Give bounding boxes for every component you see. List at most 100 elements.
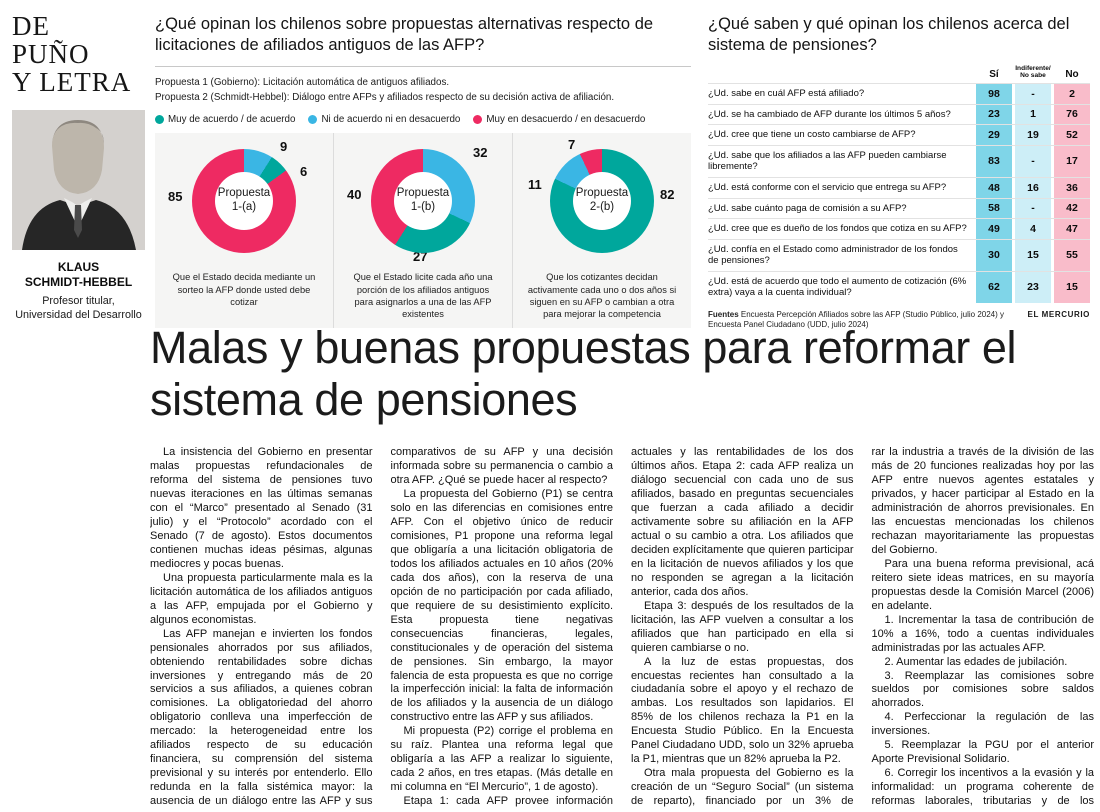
table-row: ¿Ud. cree que tiene un costo cambiarse d… — [708, 124, 1090, 145]
donut-value-neutral: 11 — [528, 177, 542, 193]
table-question: ¿Ud. está de acuerdo que todo el aumento… — [708, 275, 967, 299]
sources-row: Fuentes Encuesta Percepción Afiliados so… — [708, 310, 1090, 331]
legend-label: Muy de acuerdo / de acuerdo — [168, 114, 296, 126]
donut-chart-propuesta-1b: Propuesta 1-(b) — [371, 149, 475, 254]
table-value-si: 48 — [976, 177, 1012, 198]
masthead-line: Y LETRA — [12, 67, 132, 98]
table-question: ¿Ud. sabe cuánto paga de comisión a su A… — [708, 202, 907, 214]
paragraph: rar la industria a través de la división… — [871, 446, 1095, 556]
table-value-mid: 15 — [1015, 239, 1051, 271]
table-row: ¿Ud. está de acuerdo que todo el aumento… — [708, 270, 1090, 303]
donut-wrap: 82 11 7 Propuesta 2-(b) — [526, 137, 678, 265]
paragraph: 3. Reemplazar las comisiones sobre sueld… — [871, 669, 1095, 710]
legend-label: Ni de acuerdo ni en desacuerdo — [321, 114, 461, 126]
table-header-no: No — [1065, 69, 1079, 81]
paragraph: 1. Incrementar la tasa de contribución d… — [871, 613, 1095, 654]
column-masthead: DE PUÑO Y LETRA — [12, 12, 145, 96]
paragraph: La propuesta del Gobierno (P1) se centra… — [390, 487, 614, 724]
table-question: ¿Ud. cree que es dueño de los fondos que… — [708, 223, 967, 235]
legend-dot-neutral-icon — [308, 115, 318, 125]
donut-value-neutral: 9 — [280, 139, 288, 155]
table-value-mid: - — [1015, 84, 1051, 104]
paragraph: comparativos de su AFP y una decisión in… — [390, 446, 614, 486]
legend-item-neutral: Ni de acuerdo ni en desacuerdo — [308, 114, 460, 125]
table-row: ¿Ud. sabe en cuál AFP está afiliado? 98 … — [708, 83, 1090, 104]
author-first-name: KLAUS — [57, 260, 100, 275]
donut-center-label: Propuesta 1-(a) — [217, 187, 271, 214]
table-value-no: 76 — [1054, 104, 1090, 125]
donut-caption: Que el Estado licite cada año una porció… — [353, 272, 493, 320]
table-header-si: Sí — [989, 69, 999, 81]
paragraph: A la luz de estas propuestas, dos encues… — [631, 655, 854, 766]
paragraph: 4. Perfeccionar la regulación de las inv… — [871, 711, 1095, 738]
sources-note: Fuentes Encuesta Percepción Afiliados so… — [708, 310, 1008, 331]
donut-wrap: 32 27 40 Propuesta 1-(b) — [347, 141, 499, 265]
table-question: ¿Ud. se ha cambiado de AFP durante los ú… — [708, 108, 951, 120]
table-value-no: 15 — [1054, 271, 1090, 303]
table-row: ¿Ud. se ha cambiado de AFP durante los ú… — [708, 103, 1090, 125]
paragraph: 2. Aumentar las edades de jubilación. — [884, 655, 1068, 668]
donut-value-neutral: 32 — [473, 145, 488, 161]
paragraph: Mi propuesta (P2) corrige el problema en… — [390, 725, 614, 794]
donut-caption: Que los cotizantes decidan activamente c… — [527, 272, 677, 320]
masthead-line: PUÑO — [12, 39, 90, 70]
donut-chart-propuesta-2b: Propuesta 2-(b) — [550, 149, 654, 254]
table-value-si: 58 — [976, 198, 1012, 219]
table-question: ¿Ud. está conforme con el servicio que e… — [708, 181, 947, 193]
author-title: Profesor titular, Universidad del Desarr… — [12, 294, 145, 322]
table-value-no: 2 — [1054, 84, 1090, 104]
column-sidebar: DE PUÑO Y LETRA KLAUS SCHMIDT-HEBBEL Pro… — [12, 12, 145, 322]
table-question: ¿Ud. sabe que los afiliados a las AFP pu… — [708, 149, 947, 173]
sources-text: Encuesta Percepción Afiliados sobre las … — [708, 309, 1005, 330]
table-value-si: 49 — [976, 219, 1012, 239]
paragraph: Otra mala propuesta del Gobierno es la c… — [631, 767, 854, 808]
author-title-line: Profesor titular, — [42, 295, 115, 308]
donut-chart-propuesta-1a: Propuesta 1-(a) — [192, 149, 296, 254]
table-header-row: Sí Indiferente/ No sabe No — [708, 65, 1090, 83]
donut-value-disagree: 85 — [168, 189, 183, 205]
paragraph: Para una buena reforma previsional, acá … — [871, 557, 1095, 612]
paragraph: Etapa 3: después de los resultados de la… — [631, 599, 854, 654]
donut-center-label: Propuesta 1-(b) — [396, 187, 450, 214]
table-value-si: 29 — [976, 125, 1012, 145]
donut-value-agree: 27 — [413, 249, 428, 265]
table-value-mid: - — [1015, 198, 1051, 219]
table-value-si: 23 — [976, 104, 1012, 125]
survey-section-title: ¿Qué saben y qué opinan los chilenos ace… — [708, 15, 1070, 55]
article-headline: Malas y buenas propuestas para reformar … — [150, 322, 1017, 426]
table-value-mid: - — [1015, 145, 1051, 177]
article-body: La insistencia del Gobierno en presentar… — [150, 446, 1094, 808]
donut-wrap: 9 6 85 Propuesta 1-(a) — [168, 139, 320, 265]
table-question: ¿Ud. sabe en cuál AFP está afiliado? — [708, 88, 865, 100]
table-value-si: 62 — [976, 271, 1012, 303]
article-column-3: actuales y las rentabilidades de los dos… — [631, 446, 854, 808]
author-name: KLAUS SCHMIDT-HEBBEL — [12, 260, 145, 290]
table-value-mid: 23 — [1015, 271, 1051, 303]
table-value-mid: 16 — [1015, 177, 1051, 198]
donut-value-disagree: 40 — [347, 187, 362, 203]
table-value-no: 42 — [1054, 198, 1090, 219]
article-column-2: comparativos de su AFP y una decisión in… — [391, 446, 614, 808]
paragraph: actuales y las rentabilidades de los dos… — [631, 446, 854, 598]
table-header-indiferente: Indiferente/ No sabe — [1015, 64, 1051, 80]
table-value-mid: 4 — [1015, 219, 1051, 239]
author-title-line: Universidad del Desarrollo — [15, 309, 142, 322]
legend-item-disagree: Muy en desacuerdo / en desacuerdo — [473, 114, 645, 125]
article-column-4: rar la industria a través de la división… — [872, 446, 1095, 808]
divider — [155, 65, 691, 67]
chart-legend: Muy de acuerdo / de acuerdo Ni de acuerd… — [155, 114, 691, 125]
table-row: ¿Ud. cree que es dueño de los fondos que… — [708, 218, 1090, 239]
proposal-1-definition: Propuesta 1 (Gobierno): Licitación autom… — [155, 76, 450, 88]
opinion-charts-section: ¿Qué opinan los chilenos sobre propuesta… — [155, 14, 691, 329]
survey-table-section: ¿Qué saben y qué opinan los chilenos ace… — [708, 14, 1090, 331]
legend-dot-disagree-icon — [473, 115, 483, 125]
table-row: ¿Ud. sabe cuánto paga de comisión a su A… — [708, 197, 1090, 219]
sources-label: Fuentes — [708, 309, 739, 319]
donut-value-agree: 6 — [300, 164, 308, 180]
legend-dot-agree-icon — [155, 115, 164, 125]
proposal-definitions: Propuesta 1 (Gobierno): Licitación autom… — [155, 76, 691, 105]
table-value-no: 55 — [1054, 239, 1090, 271]
paragraph: Una propuesta particularmente mala es la… — [150, 571, 373, 626]
table-value-no: 36 — [1054, 177, 1090, 198]
